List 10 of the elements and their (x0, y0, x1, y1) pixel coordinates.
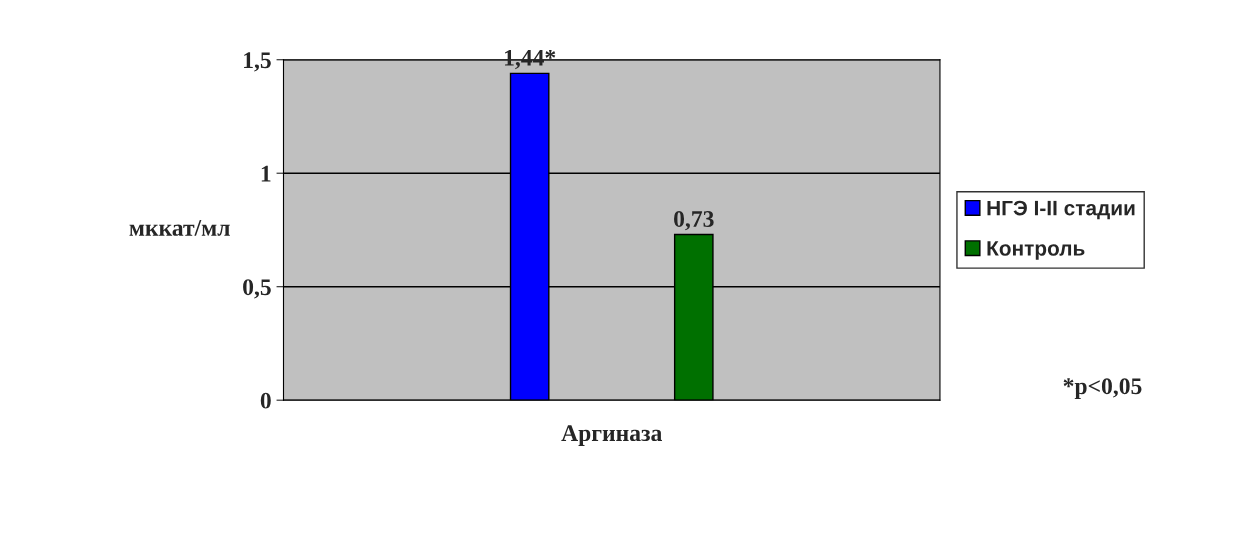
legend-label: Контроль (987, 241, 1085, 260)
y-tick-label: 1,5 (244, 52, 271, 72)
text: *p<0,05 (1063, 378, 1142, 399)
x-tick-label: Аргиназа (561, 425, 662, 446)
y-tick-label: 0 (260, 392, 271, 409)
y-tick-label: 1 (261, 165, 271, 182)
y-tick-label: 0,5 (243, 279, 271, 299)
y-axis-title: мккат/мл (129, 220, 230, 236)
data-label: 0,73 (674, 210, 714, 231)
legend-label: НГЭ I-II стадии (987, 200, 1135, 220)
